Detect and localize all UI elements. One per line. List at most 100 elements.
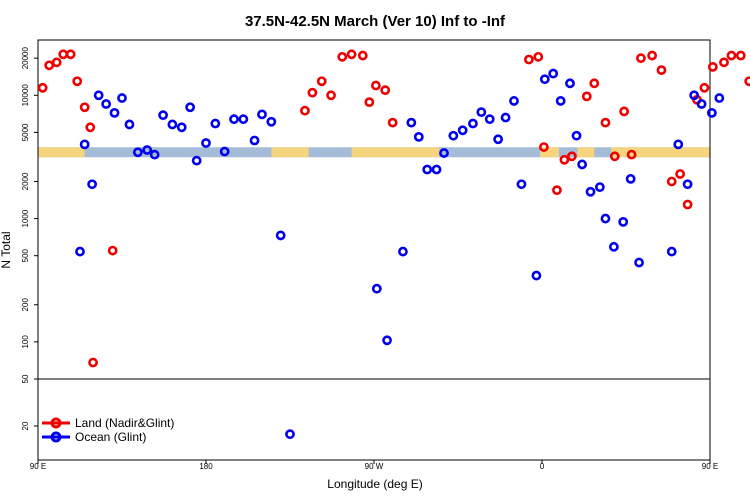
ocean-point — [275, 230, 286, 241]
ocean-point — [167, 119, 178, 130]
ocean-point — [229, 114, 239, 125]
y-axis-label: N Total — [0, 231, 13, 268]
ocean-point — [696, 99, 707, 109]
y-tick-label: 20000 — [21, 46, 30, 69]
ocean-point — [406, 117, 417, 128]
land-point — [326, 90, 336, 101]
ocean-point — [448, 130, 459, 141]
ocean-point — [75, 246, 85, 257]
ocean-point — [257, 109, 267, 120]
ocean-point — [124, 119, 135, 130]
ocean-point — [548, 68, 559, 79]
ocean-point — [714, 93, 725, 103]
ocean-point — [149, 149, 160, 160]
land-point — [380, 85, 391, 96]
land-point — [609, 151, 620, 162]
ocean-point — [625, 173, 636, 184]
land-point — [619, 106, 630, 117]
ocean-point — [371, 283, 382, 294]
land-point — [626, 149, 637, 160]
land-point — [735, 50, 746, 61]
legend-land-label: Land (Nadir&Glint) — [75, 416, 174, 430]
ocean-point — [476, 107, 487, 118]
x-axis: 90 E 180 90 W 0 90 E — [30, 460, 718, 471]
ocean-point — [531, 270, 542, 281]
ocean-point — [158, 110, 168, 121]
land-point — [37, 82, 48, 93]
land-band-segment — [351, 147, 440, 158]
ocean-point — [191, 155, 202, 166]
land-point — [744, 76, 750, 87]
land-point — [647, 50, 658, 61]
land-point — [666, 176, 677, 187]
ocean-point — [382, 335, 392, 346]
land-point — [719, 57, 729, 68]
ocean-point — [79, 139, 90, 150]
x-tick-label: 90 E — [30, 462, 46, 471]
ocean-point — [109, 107, 120, 118]
ocean-point — [457, 125, 468, 136]
ocean-point — [706, 107, 717, 118]
ocean-point — [101, 99, 112, 109]
land-point — [726, 50, 737, 61]
ocean-point — [634, 257, 644, 268]
ocean-point — [266, 116, 277, 127]
land-point — [79, 102, 90, 113]
y-axis: 20 50 100 200 500 1000 2000 5000 10000 20000 — [21, 46, 38, 430]
ocean-point — [238, 114, 249, 125]
ocean-point — [689, 90, 700, 101]
ocean-point — [539, 74, 550, 85]
x-axis-label: Longitude (deg E) — [327, 477, 422, 491]
land-point — [538, 142, 549, 152]
land-point — [65, 49, 76, 60]
land-point — [307, 87, 318, 98]
ocean-point — [493, 134, 504, 145]
land-point — [364, 97, 375, 108]
land-band-segment — [616, 147, 710, 158]
legend-ocean-marker — [50, 431, 62, 443]
ocean-point — [249, 135, 260, 146]
ocean-point — [509, 96, 519, 106]
x-tick-label: 90 W — [365, 462, 384, 471]
y-tick-label: 2000 — [21, 172, 30, 190]
ocean-point — [608, 241, 619, 252]
ocean-point — [185, 102, 196, 113]
land-point — [552, 185, 562, 196]
land-series — [37, 49, 750, 368]
land-point — [566, 151, 577, 162]
y-tick-label: 20 — [21, 421, 30, 430]
ocean-point — [439, 148, 449, 158]
ocean-point — [132, 147, 143, 158]
land-point — [88, 357, 98, 368]
land-point — [707, 61, 718, 72]
land-point — [636, 53, 646, 64]
ocean-point — [398, 246, 408, 257]
x-tick-label: 180 — [199, 462, 213, 471]
ocean-point — [468, 118, 478, 129]
ocean-point — [210, 118, 221, 129]
y-tick-label: 50 — [21, 374, 30, 383]
ocean-point — [93, 90, 104, 101]
y-tick-label: 200 — [21, 298, 30, 312]
land-point — [346, 49, 357, 60]
land-point — [370, 80, 381, 91]
ocean-point — [219, 146, 230, 157]
ocean-point — [484, 114, 495, 125]
land-point — [44, 60, 55, 71]
ocean-point — [516, 179, 527, 190]
land-band-segment — [38, 147, 85, 158]
land-point — [675, 169, 686, 179]
x-tick-label: 0 — [540, 462, 545, 471]
ocean-point — [201, 138, 211, 148]
ocean-point — [142, 145, 153, 155]
ocean-point — [500, 112, 511, 123]
land-point — [85, 122, 96, 133]
ocean-point — [565, 78, 575, 89]
land-point — [581, 91, 592, 102]
ocean-series — [75, 68, 725, 440]
ocean-point — [413, 131, 424, 142]
y-tick-label: 500 — [21, 248, 30, 262]
land-point — [72, 76, 83, 87]
legend: Land (Nadir&Glint) Ocean (Glint) — [42, 416, 174, 444]
ocean-point — [571, 130, 582, 141]
